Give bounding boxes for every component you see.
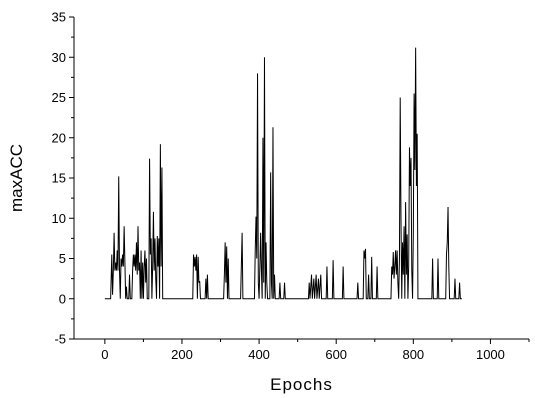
x-tick-label: 0: [101, 347, 108, 362]
ticks: [69, 16, 530, 344]
y-axis-title: maxACC: [7, 144, 26, 212]
x-tick-label: 200: [171, 347, 193, 362]
x-tick-label: 400: [248, 347, 270, 362]
y-tick-label: 25: [52, 90, 66, 105]
y-tick-label: 30: [52, 50, 66, 65]
y-tick-label: 35: [52, 10, 66, 25]
x-tick-label: 600: [325, 347, 347, 362]
x-tick-label: 800: [402, 347, 424, 362]
tick-labels: 0 200 400 600 800 1000 -5 0 5 10 15 20 25 30 35: [52, 10, 505, 363]
y-tick-label: 20: [52, 130, 66, 145]
y-tick-label: 15: [52, 171, 66, 186]
y-tick-label: 5: [59, 251, 66, 266]
y-tick-label: 10: [52, 211, 66, 226]
series-layer: [104, 47, 462, 300]
y-tick-label: -5: [54, 332, 66, 347]
x-tick-label: 1000: [476, 347, 505, 362]
y-tick-label: 0: [59, 291, 66, 306]
series-line-1: [104, 47, 462, 300]
x-axis-title: Epochs: [270, 375, 333, 394]
